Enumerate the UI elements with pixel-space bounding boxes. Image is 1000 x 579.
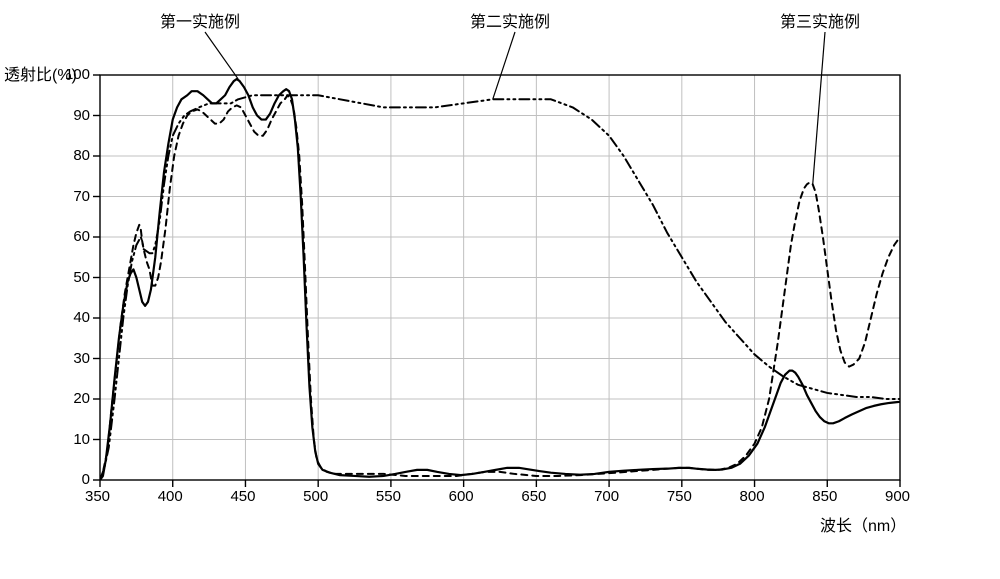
x-tick-label: 900 [885,488,910,505]
y-tick-label: 100 [65,66,90,83]
x-axis-title: 波长（nm） [820,512,906,536]
y-tick-label: 40 [73,309,90,326]
y-tick-label: 60 [73,228,90,245]
x-tick-label: 550 [376,488,401,505]
x-tick-label: 500 [303,488,328,505]
x-tick-label: 650 [521,488,546,505]
x-tick-label: 450 [230,488,255,505]
y-tick-label: 0 [82,471,90,488]
y-tick-label: 10 [73,431,90,448]
y-tick-label: 70 [73,188,90,205]
x-tick-label: 750 [667,488,692,505]
x-tick-label: 600 [449,488,474,505]
x-tick-label: 350 [85,488,110,505]
y-tick-label: 90 [73,107,90,124]
y-tick-label: 30 [73,350,90,367]
chart-figure: 透射比(%) 波长（nm） 第一实施例 第二实施例 第三实施例 35040045… [0,0,1000,579]
x-tick-label: 800 [740,488,765,505]
callout-label-ex2: 第二实施例 [470,8,550,32]
x-tick-label: 700 [594,488,619,505]
callout-label-ex3: 第三实施例 [780,8,860,32]
y-tick-label: 20 [73,390,90,407]
y-tick-label: 80 [73,147,90,164]
callout-label-ex1: 第一实施例 [160,8,240,32]
x-tick-label: 850 [812,488,837,505]
y-tick-label: 50 [73,269,90,286]
plot-svg [0,0,1000,579]
x-tick-label: 400 [158,488,183,505]
